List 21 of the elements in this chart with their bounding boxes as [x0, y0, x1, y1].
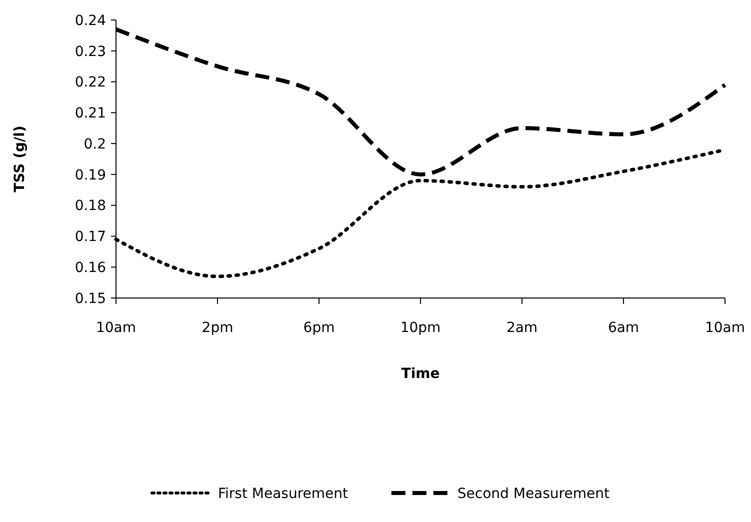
- y-tick-label: 0.16: [74, 260, 106, 276]
- x-tick-label: 10am: [96, 320, 136, 336]
- y-tick-label: 0.19: [74, 167, 106, 184]
- x-tick-label: 10am: [704, 320, 746, 336]
- y-tick-label: 0.22: [74, 74, 106, 91]
- y-tick-label: 0.2: [84, 136, 106, 152]
- y-tick-label: 0.17: [74, 229, 106, 246]
- legend-label: Second Measurement: [457, 486, 610, 502]
- y-axis-title: TSS (g/l): [12, 126, 28, 192]
- y-tick-label: 0.15: [74, 290, 106, 307]
- x-tick-label: 2pm: [202, 320, 234, 336]
- x-tick-label: 2am: [506, 320, 538, 336]
- x-axis-title: Time: [401, 366, 440, 382]
- y-tick-label: 0.18: [74, 198, 106, 214]
- x-tick-label: 10pm: [400, 320, 441, 336]
- y-tick-label: 0.23: [74, 44, 106, 60]
- y-tick-label: 0.21: [74, 106, 106, 122]
- x-tick-label: 6pm: [303, 320, 335, 336]
- x-tick-label: 6am: [608, 320, 640, 336]
- y-tick-label: 0.24: [74, 12, 106, 29]
- legend-label: First Measurement: [218, 486, 349, 502]
